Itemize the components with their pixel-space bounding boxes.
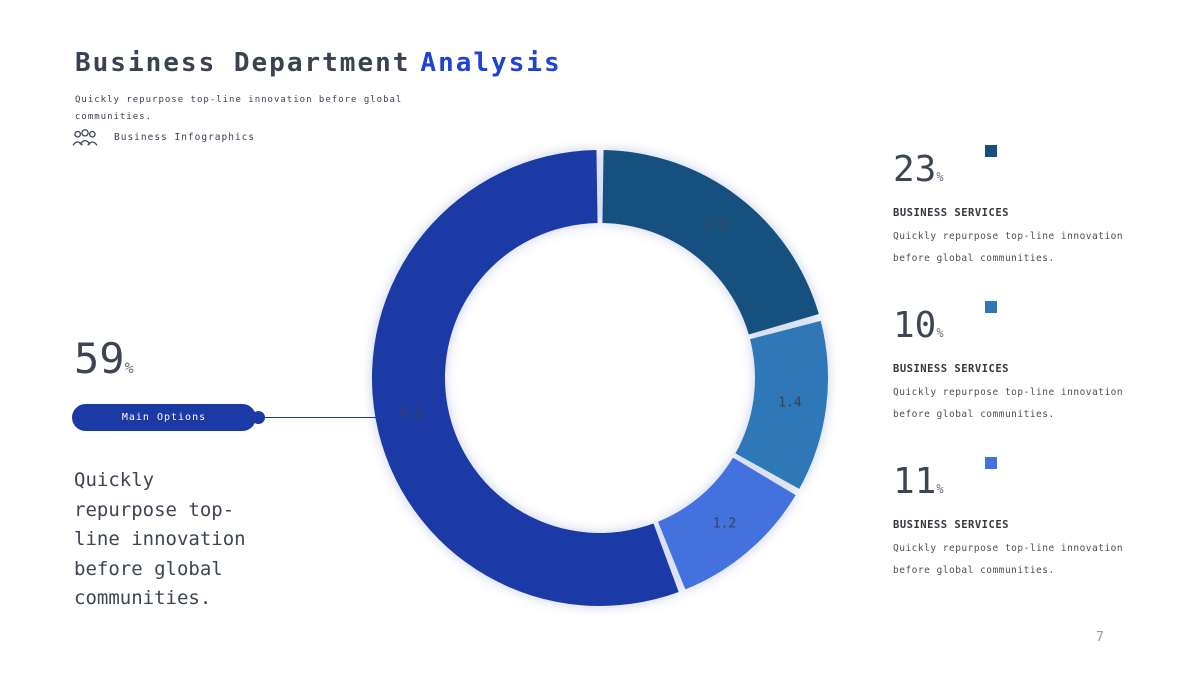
desc-line: communities. (74, 587, 212, 609)
callout-description: Quickly repurpose top- line innovation b… (74, 466, 246, 614)
donut-segment (602, 150, 819, 335)
main-options-button[interactable]: Main Options (72, 404, 256, 431)
subtitle-line-1: Quickly repurpose top-line innovation be… (75, 95, 403, 105)
page-number: 7 (1096, 630, 1104, 645)
page-title-main: Business Department (75, 48, 411, 78)
page-title: Business Department Analysis (75, 48, 562, 78)
stat-color-square (985, 145, 997, 157)
stat-desc-line-2: before global communities. (893, 565, 1055, 576)
desc-line: Quickly (74, 469, 155, 491)
stat-desc-line-1: Quickly repurpose top-line innovation (893, 543, 1124, 554)
stat-desc-line-1: Quickly repurpose top-line innovation (893, 387, 1124, 398)
stat-desc-line-2: before global communities. (893, 253, 1055, 264)
tagline-label: Business Infographics (114, 131, 256, 143)
desc-line: line innovation (74, 528, 246, 550)
desc-line: repurpose top- (74, 498, 235, 521)
stat-color-square (985, 301, 997, 313)
stat-desc-line-1: Quickly repurpose top-line innovation (893, 231, 1124, 242)
stat-label: BUSINESS SERVICES (893, 519, 1009, 531)
page-title-accent: Analysis (420, 48, 562, 78)
main-stat-unit: % (124, 359, 134, 377)
stat-color-square (985, 457, 997, 469)
connector-line (262, 417, 428, 418)
stat-unit: % (936, 326, 944, 340)
stat-block-business-services-2: 10% BUSINESS SERVICES Quickly repurpose … (893, 301, 1143, 451)
donut-chart: 2.3 1.4 1.2 6.2 (368, 146, 832, 610)
chart-value-label: 2.3 (704, 219, 727, 234)
main-stat-number: 59 (74, 334, 125, 383)
stat-block-business-services-1: 23% BUSINESS SERVICES Quickly repurpose … (893, 145, 1143, 295)
stat-unit: % (936, 482, 944, 496)
stat-label: BUSINESS SERVICES (893, 363, 1009, 375)
stat-label: BUSINESS SERVICES (893, 207, 1009, 219)
stat-number: 11 (893, 461, 937, 502)
stat-block-business-services-3: 11% BUSINESS SERVICES Quickly repurpose … (893, 457, 1143, 607)
people-group-icon (70, 126, 100, 148)
stat-desc-line-2: before global communities. (893, 409, 1055, 420)
page-subtitle: Quickly repurpose top-line innovation be… (75, 92, 435, 126)
stat-number: 10 (893, 305, 937, 346)
subtitle-line-2: communities. (75, 112, 153, 122)
stat-value: 11% (893, 461, 944, 502)
stat-unit: % (936, 170, 944, 184)
donut-segment (371, 150, 679, 607)
main-stat-value: 59% (74, 334, 134, 383)
donut-segment (658, 457, 796, 590)
chart-value-label: 1.2 (713, 517, 736, 532)
stat-number: 23 (893, 149, 937, 190)
connector-dot (252, 411, 265, 424)
chart-value-label: 1.4 (778, 395, 802, 410)
donut-segment (735, 320, 828, 489)
tagline-row: Business Infographics (70, 126, 255, 148)
stat-value: 10% (893, 305, 944, 346)
stat-value: 23% (893, 149, 944, 190)
desc-line: before global (74, 557, 223, 580)
chart-value-label: 6.2 (400, 406, 423, 421)
